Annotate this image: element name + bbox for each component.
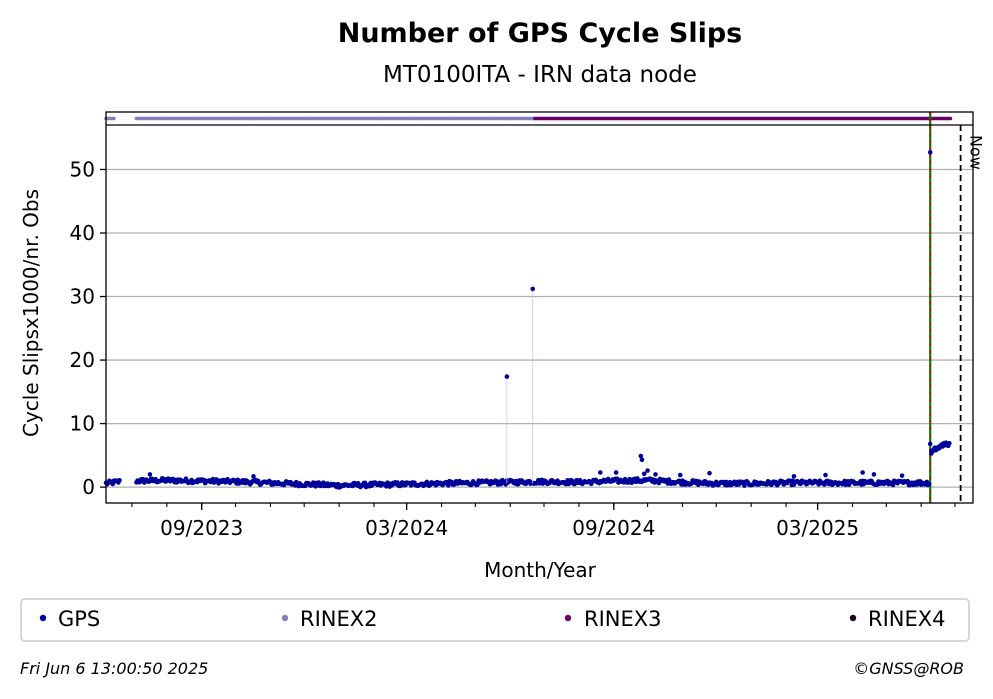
- now-label: Now: [967, 135, 986, 170]
- gps-point: [147, 472, 153, 477]
- y-tick-label: 30: [70, 285, 95, 309]
- legend: GPS RINEX2 RINEX3 RINEX4: [20, 598, 970, 642]
- gps-point: [791, 474, 797, 479]
- gps-point: [905, 478, 910, 484]
- legend-label: RINEX4: [868, 607, 946, 631]
- legend-box: [20, 598, 970, 642]
- gps-point: [530, 286, 536, 292]
- format-band-strip: [104, 116, 953, 121]
- gps-point: [645, 468, 650, 473]
- legend-marker: [281, 614, 289, 622]
- gps-point: [927, 441, 933, 447]
- x-tick-label: 09/2024: [572, 516, 655, 540]
- gps-point: [666, 477, 672, 482]
- gps-point: [871, 472, 877, 477]
- x-tick-label: 03/2025: [776, 516, 859, 540]
- legend-marker: [39, 614, 47, 622]
- gps-point: [638, 453, 644, 459]
- gps-point: [860, 470, 865, 475]
- plot-border: [105, 111, 974, 504]
- footer-timestamp: Fri Jun 6 13:00:50 2025: [20, 659, 208, 678]
- y-axis-ticks: 0 10 20 30 40 50: [70, 157, 106, 499]
- gps-point: [899, 473, 905, 478]
- gps-point: [504, 374, 510, 379]
- gps-point: [926, 481, 932, 487]
- y-tick-label: 40: [70, 221, 95, 245]
- gridlines: [106, 168, 973, 488]
- gps-point: [742, 483, 747, 488]
- legend-label: RINEX3: [584, 607, 662, 631]
- gps-series: [103, 150, 952, 490]
- y-tick-label: 10: [70, 412, 95, 436]
- gps-point: [707, 470, 712, 476]
- gps-point: [598, 470, 603, 475]
- y-tick-label: 0: [82, 475, 95, 499]
- gps-point: [653, 472, 658, 477]
- x-axis-ticks: 09/2023 03/2024 09/2024 03/2025: [131, 503, 956, 540]
- gps-point: [639, 457, 645, 463]
- gps-point: [947, 440, 952, 446]
- x-axis-label: Month/Year: [484, 558, 597, 582]
- y-tick-label: 20: [70, 348, 95, 372]
- gps-point: [677, 472, 683, 478]
- footer-credit: ©GNSS@ROB: [853, 659, 964, 678]
- gps-point: [117, 477, 122, 483]
- gps-point: [641, 471, 647, 477]
- format-band-point: [112, 116, 116, 121]
- y-tick-label: 50: [70, 157, 95, 181]
- legend-label: GPS: [58, 607, 100, 631]
- x-tick-label: 03/2024: [365, 516, 448, 540]
- gps-point: [251, 474, 256, 479]
- legend-label: RINEX2: [300, 607, 378, 631]
- format-band-point: [948, 116, 953, 121]
- y-axis-label: Cycle Slipsx1000/nr. Obs: [19, 189, 43, 437]
- legend-marker: [564, 614, 572, 622]
- legend-marker: [849, 614, 857, 622]
- chart-title: Number of GPS Cycle Slips: [338, 18, 743, 49]
- gps-point: [445, 483, 451, 488]
- gps-point: [613, 470, 619, 475]
- plot-frame: [105, 111, 974, 504]
- gps-point: [927, 150, 933, 155]
- chart-subtitle: MT0100ITA - IRN data node: [383, 62, 697, 88]
- x-tick-label: 09/2023: [160, 516, 243, 540]
- event-markers: Now: [929, 112, 986, 503]
- gps-point: [823, 472, 828, 478]
